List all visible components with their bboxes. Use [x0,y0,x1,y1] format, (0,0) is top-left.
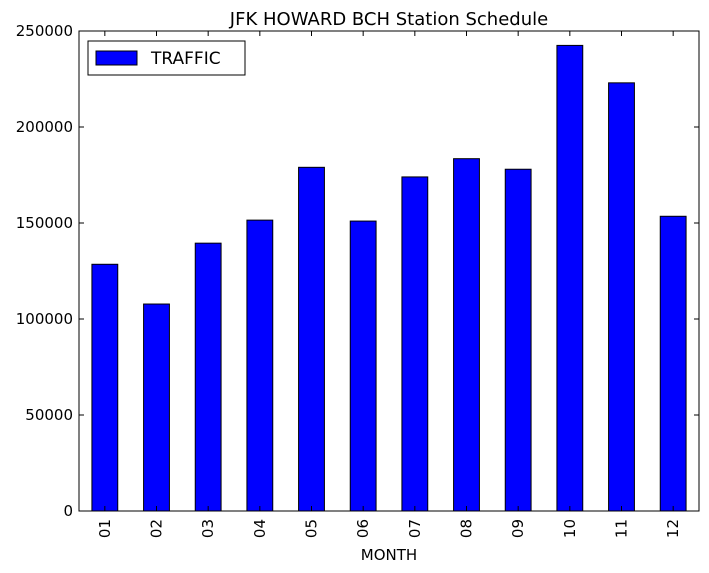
y-tick-label-100000: 100000 [16,310,73,328]
legend: TRAFFIC [87,40,246,76]
x-tick-label-04: 04 [251,519,269,538]
x-tick-label-12: 12 [664,519,682,538]
x-tick-label-08: 08 [458,519,476,538]
y-tick-label-150000: 150000 [16,214,73,232]
y-axis: 0 50000 100000 150000 200000 250000 [16,22,699,520]
bar-08 [453,158,480,512]
bar-05 [298,166,325,512]
x-tick-label-10: 10 [561,519,579,538]
bar-09 [504,168,532,512]
bar-07 [401,176,429,512]
x-axis-label: MONTH [361,546,417,564]
y-tick-label-200000: 200000 [16,118,73,136]
bar-10 [556,44,584,512]
x-tick-label-11: 11 [613,519,631,538]
legend-swatch [95,50,138,66]
chart-title: JFK HOWARD BCH Station Schedule [229,9,548,30]
x-tick-label-06: 06 [354,519,372,538]
x-axis: 01 02 03 04 05 06 07 08 09 10 11 12 [96,31,682,538]
bar-02 [143,303,170,512]
x-tick-label-05: 05 [303,519,321,538]
x-tick-label-09: 09 [509,519,527,538]
bar-03 [194,242,222,512]
x-tick-label-07: 07 [406,519,424,538]
bar-04 [246,219,274,512]
bar-11 [608,82,635,512]
bar-06 [349,220,377,512]
plot-frame [78,30,700,512]
x-tick-label-02: 02 [148,519,166,538]
x-tick-label-01: 01 [96,519,114,538]
y-tick-label-0: 0 [63,502,73,520]
legend-label-traffic: TRAFFIC [150,49,221,69]
x-tick-label-03: 03 [199,519,217,538]
y-tick-label-50000: 50000 [25,406,73,424]
bars-group [91,44,687,512]
bar-12 [659,215,687,512]
y-tick-label-250000: 250000 [16,22,73,40]
bar-01 [91,263,119,512]
